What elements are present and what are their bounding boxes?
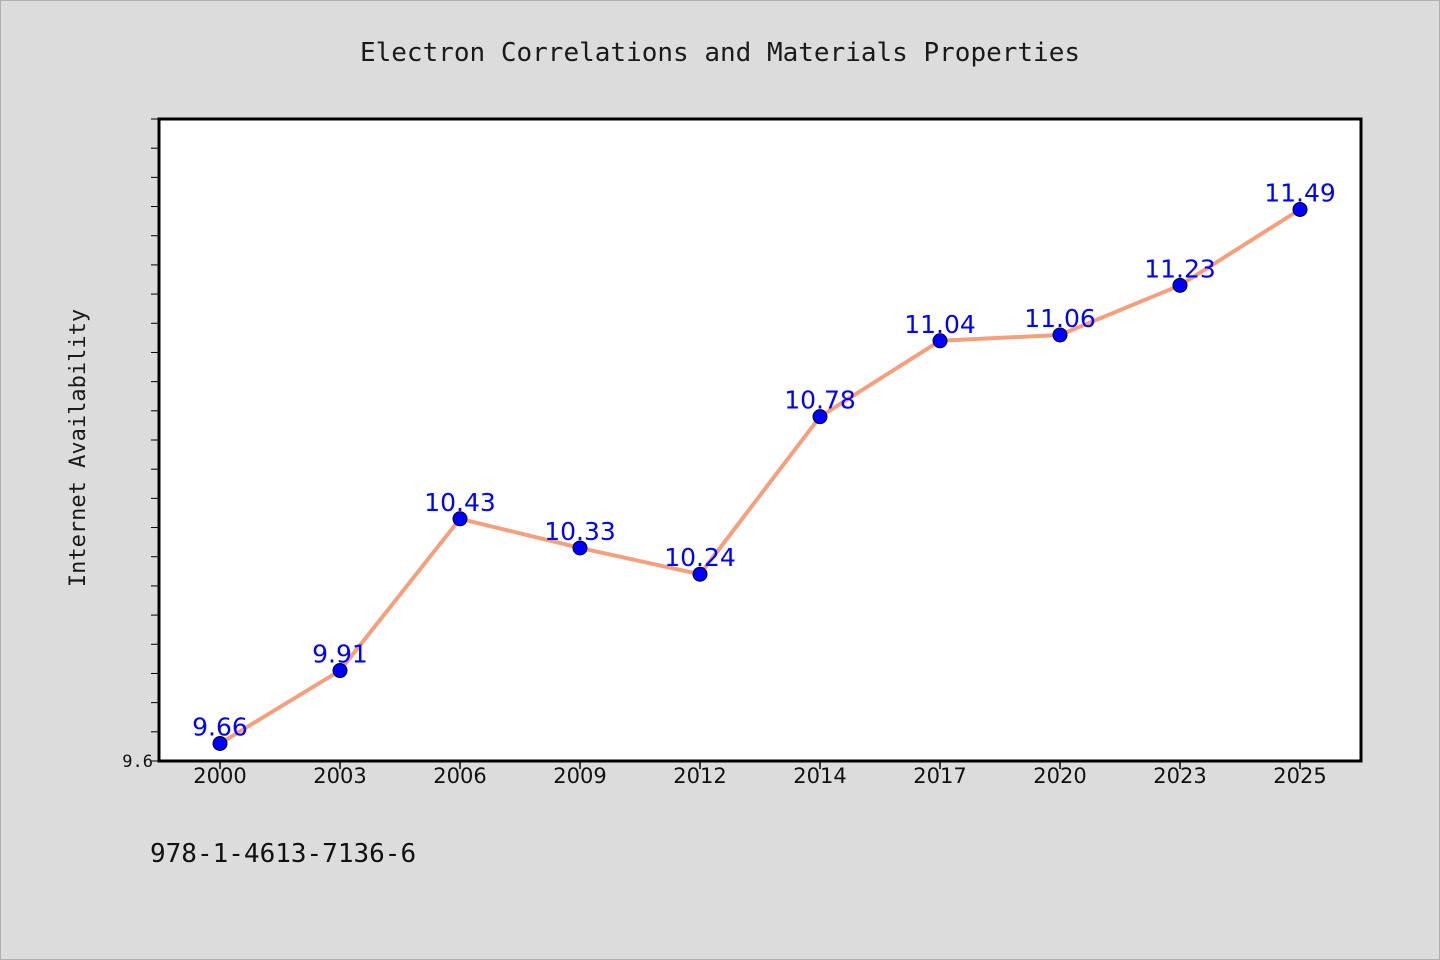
data-point-marker [572, 540, 588, 556]
x-tick-label: 2009 [553, 764, 606, 788]
data-point-marker [812, 409, 828, 425]
data-point-marker [332, 663, 348, 679]
chart-title: Electron Correlations and Materials Prop… [360, 38, 1080, 68]
series-line [218, 207, 1302, 746]
x-tick-label: 2017 [913, 764, 966, 788]
data-point-marker [212, 735, 228, 751]
data-label: 10.78 [784, 386, 856, 415]
x-tick-label: 2006 [433, 764, 486, 788]
data-label: 11.04 [904, 310, 976, 339]
data-point-marker [1052, 327, 1068, 343]
series-layer [212, 201, 1308, 751]
data-point-marker [1172, 277, 1188, 293]
data-label: 9.66 [192, 712, 248, 741]
y-axis-ticks: 9.6 [122, 118, 159, 772]
x-tick-label: 2014 [793, 764, 846, 788]
data-label: 10.33 [544, 517, 616, 546]
data-label: 11.23 [1144, 254, 1216, 283]
data-label: 11.49 [1264, 178, 1336, 207]
data-point-marker [452, 511, 468, 527]
y-axis-title: Internet Availability [66, 309, 91, 587]
plot-area [157, 117, 1363, 763]
data-label: 11.06 [1024, 304, 1096, 333]
x-tick-label: 2023 [1153, 764, 1206, 788]
y-tick-label: 9.6 [122, 752, 153, 772]
x-tick-label: 2003 [313, 764, 366, 788]
data-point-marker [1292, 201, 1308, 217]
x-tick-label: 2012 [673, 764, 726, 788]
data-point-marker [932, 333, 948, 349]
data-label: 10.43 [424, 488, 496, 517]
data-label: 9.91 [312, 640, 368, 669]
x-tick-label: 2000 [193, 764, 246, 788]
x-tick-label: 2020 [1033, 764, 1086, 788]
data-labels-layer: 9.66 9.91 10.43 10.33 10.24 10.78 11.04 11.06 11… [192, 178, 1336, 741]
footer-identifier: 978-1-4613-7136-6 [150, 839, 416, 869]
x-tick-label: 2025 [1273, 764, 1326, 788]
x-axis-ticks: 2000 2003 2006 2009 2012 2014 2017 2020 2023 2025 [193, 761, 1327, 788]
data-point-marker [692, 566, 708, 582]
data-label: 10.24 [664, 543, 736, 572]
